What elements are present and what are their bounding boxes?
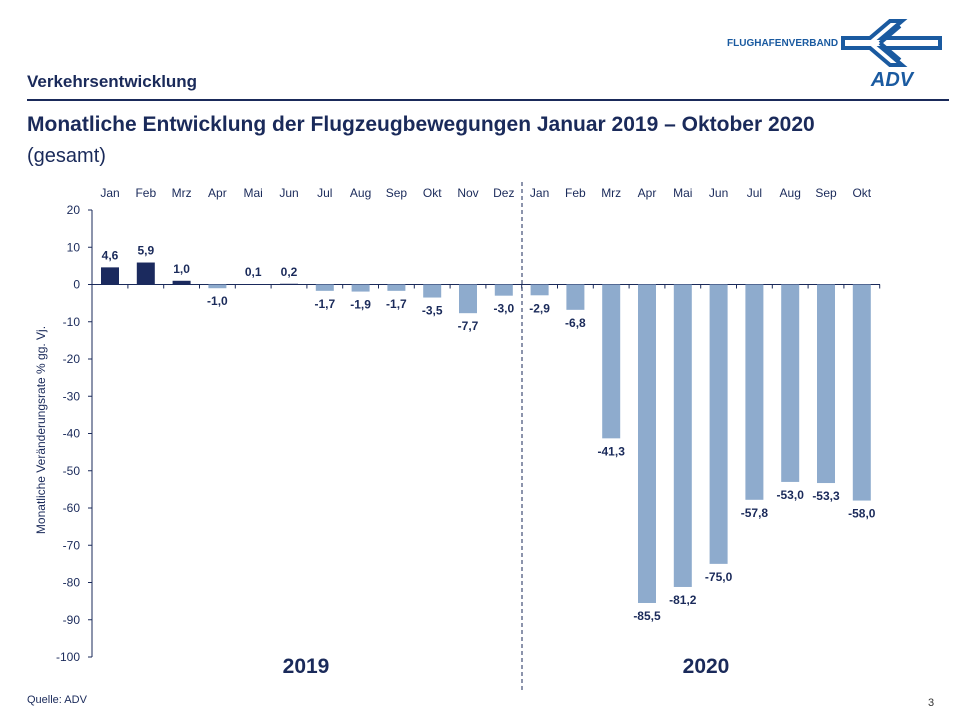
bar [566,284,585,310]
x-tick-label: Sep [386,186,408,200]
x-tick-label: Okt [423,186,442,200]
x-tick-label: Mrz [601,186,621,200]
data-label: -41,3 [598,444,626,458]
adv-logo: ADV [841,19,942,90]
page-subtitle: (gesamt) [27,145,106,167]
bar [280,283,298,285]
logo-text: FLUGHAFENVERBAND [727,38,839,49]
bar [136,262,155,285]
x-tick-label: Dez [493,186,514,200]
data-label: -1,9 [350,298,371,312]
x-tick-label: Mrz [172,186,192,200]
bar [459,284,477,314]
x-tick-label: Jul [747,186,762,200]
bar [315,284,334,291]
x-tick-label: Mai [244,186,263,200]
page-title: Monatliche Entwicklung der Flugzeugbeweg… [27,113,815,136]
x-tick-label: Sep [815,186,837,200]
x-tick-label: Jan [530,186,549,200]
page-number: 3 [928,697,935,709]
x-tick-label: Okt [852,186,871,200]
x-tick-label: Feb [565,186,586,200]
source-note: Quelle: ADV [27,694,87,706]
data-label: -58,0 [848,507,876,521]
bar [244,284,263,285]
data-label: -3,0 [493,302,514,316]
y-tick-label: -40 [63,427,81,441]
x-tick-label: Aug [350,186,371,200]
x-tick-label: Jun [279,186,298,200]
data-label: -3,5 [422,304,443,318]
section-title: Verkehrsentwicklung [27,72,198,91]
y-axis-label: Monatliche Veränderungsrate % gg. Vj. [34,326,48,534]
bar [745,284,764,500]
bar [709,284,728,564]
logo-mark: ADV [870,69,915,90]
y-tick-label: 0 [73,278,80,292]
y-tick-label: 20 [67,203,81,217]
data-label: -1,7 [314,297,335,311]
bar [101,267,119,285]
data-label: -1,0 [207,294,228,308]
y-tick-label: -10 [63,315,81,329]
data-label: -53,0 [777,488,805,502]
data-label: -7,7 [458,319,479,333]
divider [27,99,949,101]
y-tick-label: 10 [67,240,81,254]
bar [208,284,227,289]
bar [781,284,800,482]
x-tick-label: Mai [673,186,692,200]
data-label: -57,8 [741,506,769,520]
data-label: -2,9 [529,301,550,315]
bar [423,284,442,298]
bar [602,284,621,439]
group-label-2020: 2020 [683,655,730,678]
x-tick-label: Apr [638,186,657,200]
y-tick-label: -100 [56,650,80,664]
bar [817,284,835,484]
bar [530,284,549,296]
x-tick-label: Aug [780,186,801,200]
data-label: -6,8 [565,316,586,330]
x-tick-label: Apr [208,186,227,200]
bar [387,284,406,291]
y-tick-label: -50 [63,464,81,478]
x-tick-label: Jan [100,186,119,200]
data-label: 4,6 [102,248,119,262]
data-label: -85,5 [633,609,661,623]
data-label: -1,7 [386,297,407,311]
group-label-2019: 2019 [283,655,330,678]
bar [494,284,513,296]
bar [351,284,370,292]
bar [852,284,871,501]
data-label: -81,2 [669,593,697,607]
y-tick-label: -20 [63,352,81,366]
data-label: -75,0 [705,570,733,584]
x-tick-label: Jun [709,186,728,200]
bar [673,284,692,587]
y-tick-label: -90 [63,613,81,627]
data-label: 1,0 [173,262,190,276]
bar [172,280,191,285]
y-tick-label: -30 [63,389,81,403]
x-tick-label: Nov [457,186,478,200]
y-tick-label: -80 [63,576,81,590]
x-tick-label: Jul [317,186,332,200]
data-label: 0,1 [245,265,262,279]
bar [638,284,656,603]
y-tick-label: -70 [63,538,81,552]
data-label: -53,3 [812,489,840,503]
y-tick-label: -60 [63,501,81,515]
data-label: 0,2 [281,265,298,279]
data-label: 5,9 [137,244,154,258]
x-tick-label: Feb [135,186,156,200]
